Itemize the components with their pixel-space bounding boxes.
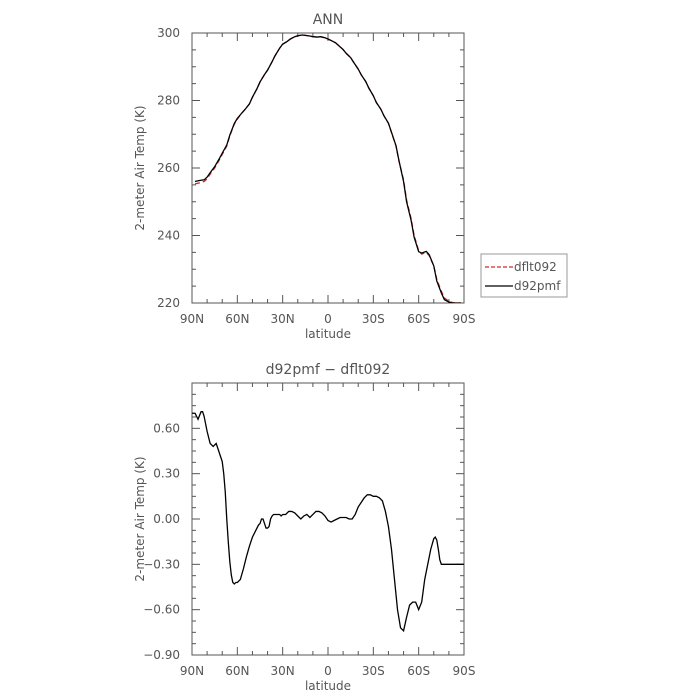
y-axis-label: 2-meter Air Temp (K): [133, 105, 147, 230]
x-axis-label: latitude: [305, 327, 351, 341]
legend-box: [480, 253, 568, 298]
x-tick-label: 30S: [362, 312, 385, 326]
series-line-1: [192, 411, 464, 633]
x-tick-label: 30N: [271, 312, 295, 326]
x-tick-label: 30N: [271, 664, 295, 678]
x-tick-label: 60N: [225, 312, 249, 326]
legend-label: d92pmf: [514, 279, 561, 293]
x-tick-label: 30S: [362, 664, 385, 678]
chart-title: ANN: [313, 12, 344, 28]
series-line-d92pmf: [194, 34, 461, 303]
x-tick-label: 90N: [180, 312, 204, 326]
legend: dflt092 d92pmf: [480, 253, 568, 298]
x-tick-label: 0: [324, 664, 332, 678]
x-tick-label: 60N: [225, 664, 249, 678]
y-tick-label: 0.00: [153, 512, 180, 526]
x-tick-label: 60S: [407, 312, 430, 326]
y-tick-label: 300: [157, 26, 180, 40]
x-tick-label: 90S: [453, 312, 476, 326]
y-tick-label: 240: [157, 229, 180, 243]
y-tick-label: −0.60: [143, 603, 180, 617]
chart-panel-2: d92pmf − dflt092 90N 60N 30N 0 30S 60S 90S −0.90…: [133, 362, 475, 693]
x-axis-label: latitude: [305, 679, 351, 693]
y-tick-label: −0.90: [143, 648, 180, 662]
plot-frame: [191, 32, 465, 304]
y-axis-label: 2-meter Air Temp (K): [133, 456, 147, 581]
y-tick-label: 0.60: [153, 421, 180, 435]
legend-label: dflt092: [514, 260, 557, 274]
x-tick-label: 60S: [407, 664, 430, 678]
x-tick-label: 0: [324, 312, 332, 326]
chart-panel-1: ANN 90N 60N 30N 0 30S 60S 90S 220 240 260 280 300 lat…: [133, 12, 568, 341]
y-tick-label: 220: [157, 296, 180, 310]
plot-frame: [191, 382, 465, 656]
y-tick-label: 0.30: [153, 467, 180, 481]
y-tick-label: 280: [157, 94, 180, 108]
x-tick-label: 90N: [180, 664, 204, 678]
x-tick-label: 90S: [453, 664, 476, 678]
series-line-dflt092: [194, 34, 461, 303]
chart-title: d92pmf − dflt092: [266, 362, 391, 378]
y-tick-label: 260: [157, 161, 180, 175]
y-tick-label: −0.30: [143, 557, 180, 571]
